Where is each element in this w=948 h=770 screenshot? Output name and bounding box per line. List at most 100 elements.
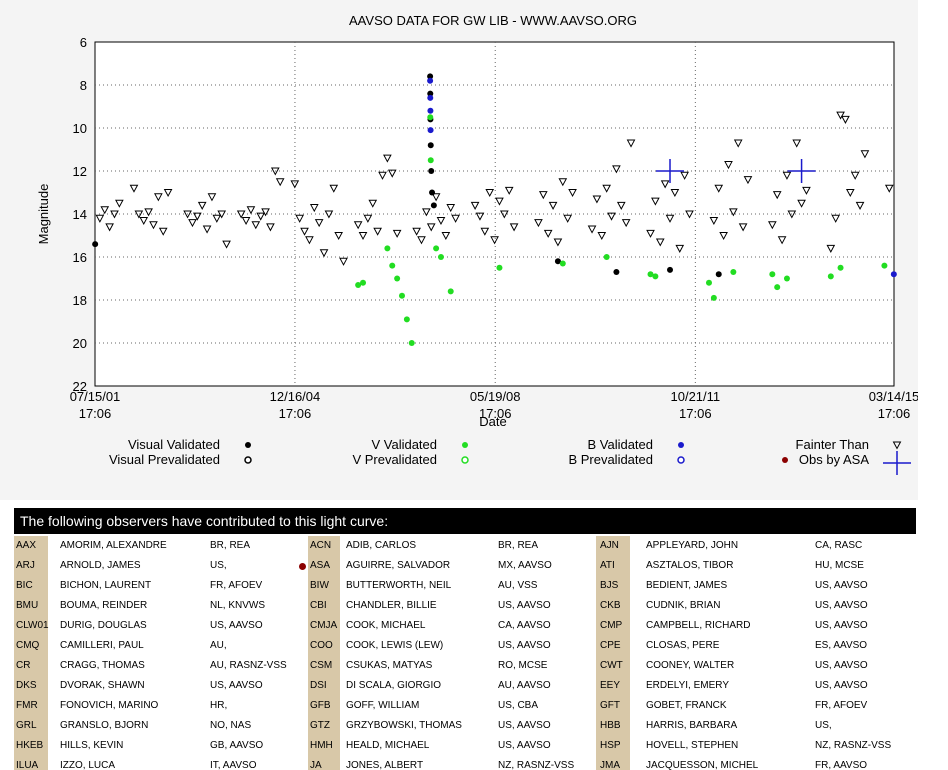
fainter-than-point: [563, 214, 573, 223]
fainter-than-point: [295, 214, 305, 223]
observer-code: CBI: [310, 600, 327, 611]
fainter-than-point: [100, 206, 110, 215]
fainter-than-point: [324, 210, 334, 219]
fainter-than-point: [724, 161, 733, 170]
observer-code: CMJA: [310, 620, 338, 631]
observer-affiliation: RO, MCSE: [498, 660, 548, 671]
observer-affiliation: AU,: [210, 640, 227, 651]
observer-code: BIC: [16, 580, 33, 591]
observer-code: BJS: [600, 580, 619, 591]
observer-affiliation: AU, AAVSO: [498, 680, 551, 691]
observer-code: JA: [310, 760, 322, 770]
fainter-than-point: [587, 225, 597, 234]
observer-name: CRAGG, THOMAS: [60, 660, 145, 671]
v-validated-point: [881, 262, 888, 269]
observer-name: DURIG, DOUGLAS: [60, 620, 147, 631]
observer-affiliation: FR, AFOEV: [815, 700, 868, 711]
observer-code: ASA: [310, 560, 331, 571]
observer-code: CPE: [600, 640, 621, 651]
observer-code: CMQ: [16, 640, 40, 651]
fainter-than-point: [558, 178, 568, 187]
observer-affiliation: NL, KNVWS: [210, 600, 266, 611]
fainter-than-point: [329, 184, 339, 193]
fainter-than-point: [392, 229, 402, 238]
legend-marker: [244, 456, 252, 464]
v-validated-point: [603, 254, 610, 260]
b-validated-point: [890, 271, 897, 278]
fainter-than-point: [860, 150, 870, 159]
observer-code: ARJ: [16, 560, 35, 571]
legend-marker-cross: [883, 451, 911, 475]
observer-name: AGUIRRE, SALVADOR: [346, 560, 451, 571]
fainter-than-point: [772, 191, 782, 200]
fainter-than-point: [782, 171, 792, 180]
fainter-than-point: [251, 221, 261, 230]
fainter-than-point: [275, 178, 285, 187]
v-validated-point: [389, 262, 396, 269]
observer-code: COO: [310, 640, 333, 651]
fainter-than-point: [309, 204, 319, 213]
fainter-than-point: [612, 165, 621, 174]
observer-name: BUTTERWORTH, NEIL: [346, 580, 452, 591]
observer-row: AAX AMORIM, ALEXANDRE BR, REA ACN ADIB, CARL…: [0, 536, 948, 556]
observer-name: CAMPBELL, RICHARD: [646, 620, 751, 631]
fainter-than-point: [412, 227, 421, 236]
observer-row: BIC BICHON, LAURENT FR, AFOEV BIW BUTTERWORT…: [0, 576, 948, 596]
b-validated-point: [427, 127, 434, 134]
fainter-than-point: [192, 212, 202, 221]
observer-name: JONES, ALBERT: [346, 760, 424, 770]
fainter-than-point: [850, 171, 860, 180]
observer-code: GFT: [600, 700, 620, 711]
fainter-than-point: [353, 221, 363, 230]
y-tick-label: 16: [73, 250, 87, 265]
b-validated-point: [427, 77, 434, 84]
x-tick-label: 17:06: [878, 406, 911, 421]
fainter-than-point: [158, 227, 168, 236]
legend-marker: [678, 442, 684, 448]
v-validated-point: [437, 254, 444, 260]
legend-marker: [677, 456, 685, 464]
observer-name: FONOVICH, MARINO: [60, 700, 159, 711]
visual-validated-point: [667, 266, 674, 273]
fainter-than-point: [207, 193, 217, 202]
legend-label: Obs by ASA: [799, 452, 869, 467]
observer-affiliation: AU, VSS: [498, 580, 538, 591]
x-tick-label: 12/16/04: [270, 389, 321, 404]
fainter-than-point: [217, 210, 227, 219]
fainter-than-point: [719, 232, 728, 241]
v-validated-point: [403, 316, 410, 323]
observer-affiliation: CA, AAVSO: [498, 620, 551, 631]
fainter-than-point: [777, 236, 787, 245]
observer-affiliation: CA, RASC: [815, 540, 863, 551]
observer-code: GTZ: [310, 720, 330, 731]
visual-validated-point: [92, 241, 99, 248]
y-tick-label: 12: [73, 164, 87, 179]
visual-validated-point: [429, 189, 436, 196]
fainter-than-point: [300, 227, 309, 236]
fainter-than-point: [139, 216, 149, 226]
x-tick-label: 17:06: [479, 406, 512, 421]
fainter-than-point: [651, 197, 660, 206]
observer-code: FMR: [16, 700, 38, 711]
observer-affiliation: NO, NAS: [210, 720, 252, 731]
y-tick-label: 18: [73, 293, 87, 308]
v-validated-point: [433, 245, 440, 252]
fainter-than-point: [680, 171, 689, 180]
visual-validated-point: [715, 271, 722, 278]
v-validated-point: [355, 281, 362, 288]
observer-code: GFB: [310, 700, 331, 711]
observer-code: HMH: [310, 740, 333, 751]
fainter-than-point: [538, 191, 548, 200]
fainter-than-point: [154, 193, 163, 202]
fainter-than-point: [334, 232, 343, 241]
y-tick-label: 20: [73, 336, 87, 351]
observer-code: AAX: [16, 540, 37, 551]
fainter-than-point: [660, 180, 670, 189]
fainter-than-point: [675, 244, 685, 253]
v-validated-point: [360, 279, 367, 286]
fainter-than-point: [480, 227, 490, 236]
fainter-than-point: [797, 199, 806, 208]
fainter-than-point: [621, 219, 631, 228]
y-tick-label: 10: [73, 121, 87, 136]
